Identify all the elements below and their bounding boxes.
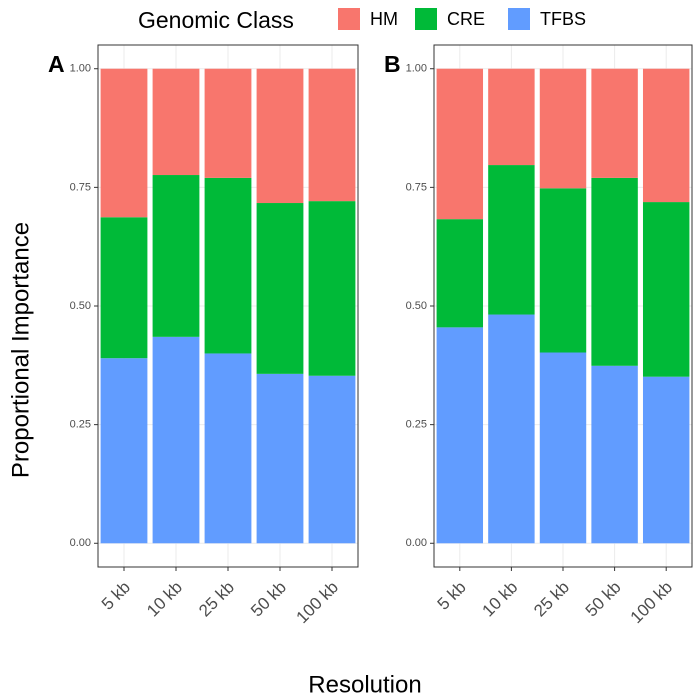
x-tick-label: 100 kb [627, 578, 677, 628]
bar-segment [256, 373, 304, 544]
bar-segment [642, 68, 690, 203]
x-tick-label: 100 kb [292, 578, 342, 628]
bar-segment [591, 365, 638, 544]
y-tick-label: 1.00 [70, 63, 91, 75]
y-tick-label: 0.25 [406, 419, 427, 431]
legend-label: TFBS [540, 9, 586, 29]
legend-key [415, 8, 437, 30]
x-tick-label: 10 kb [143, 578, 186, 621]
legend-title: Genomic Class [138, 7, 294, 33]
panel-border [97, 44, 359, 568]
bar-segment [100, 358, 148, 544]
legend-label: CRE [447, 9, 485, 29]
legend-label: HM [370, 9, 398, 29]
bar-segment [488, 314, 535, 544]
bar-segment [436, 68, 484, 220]
y-tick-label: 0.25 [70, 419, 91, 431]
bar-segment [152, 175, 200, 337]
bar-segment [488, 68, 535, 166]
bar-segment [308, 375, 356, 544]
panel-border [433, 44, 693, 568]
bar-segment [100, 217, 148, 359]
bar-segment [204, 353, 252, 544]
x-tick-label: 5 kb [434, 578, 470, 614]
bar-segment [152, 336, 200, 544]
y-axis-label: Proportional Importance [7, 222, 34, 478]
panel-label: A [48, 51, 65, 77]
bar-segment [256, 68, 304, 204]
x-tick-label: 5 kb [98, 578, 134, 614]
x-tick-label: 50 kb [247, 578, 290, 621]
panel-label: B [384, 51, 401, 77]
bar-segment [256, 203, 304, 374]
y-tick-label: 0.75 [406, 181, 427, 193]
bar-segment [204, 68, 252, 178]
legend-key [338, 8, 360, 30]
bar-segment [308, 201, 356, 376]
x-tick-label: 25 kb [530, 578, 573, 621]
y-tick-label: 0.50 [70, 300, 91, 312]
bar-segment [591, 68, 638, 178]
bar-segment [539, 352, 587, 544]
bar-segment [436, 219, 484, 328]
legend-key [508, 8, 530, 30]
bar-segment [152, 68, 200, 176]
y-tick-label: 1.00 [406, 63, 427, 75]
bar-segment [100, 68, 148, 218]
bar-segment [539, 188, 587, 353]
x-tick-label: 25 kb [195, 578, 238, 621]
y-tick-label: 0.00 [70, 537, 91, 549]
x-tick-label: 50 kb [582, 578, 625, 621]
y-tick-label: 0.75 [70, 181, 91, 193]
bar-segment [642, 202, 690, 377]
bar-segment [204, 177, 252, 354]
bar-segment [488, 165, 535, 315]
x-tick-label: 10 kb [479, 578, 522, 621]
x-axis-label: Resolution [308, 671, 421, 698]
bar-segment [308, 68, 356, 202]
bar-segment [591, 177, 638, 366]
bar-segment [436, 327, 484, 544]
y-tick-label: 0.00 [406, 537, 427, 549]
bar-segment [539, 68, 587, 189]
bar-segment [642, 376, 690, 544]
y-tick-label: 0.50 [406, 300, 427, 312]
